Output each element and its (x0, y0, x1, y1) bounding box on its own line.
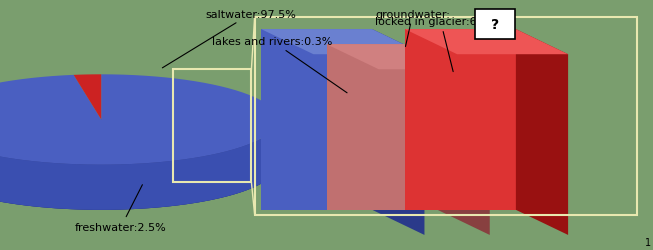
Polygon shape (261, 30, 424, 55)
Polygon shape (0, 75, 278, 165)
Text: ?: ? (491, 18, 499, 32)
Polygon shape (405, 30, 568, 55)
Polygon shape (0, 120, 278, 210)
Polygon shape (438, 45, 490, 235)
Text: locked in glacier:68.9%: locked in glacier:68.9% (375, 17, 505, 72)
Text: saltwater:97.5%: saltwater:97.5% (163, 10, 296, 68)
Polygon shape (326, 45, 490, 70)
Bar (173, 70, 251, 182)
Polygon shape (326, 45, 438, 210)
Text: groundwater:: groundwater: (375, 10, 451, 47)
Bar (255, 18, 637, 215)
Text: freshwater:2.5%: freshwater:2.5% (75, 185, 167, 232)
Polygon shape (261, 30, 372, 210)
Bar (475, 10, 515, 40)
Polygon shape (74, 75, 101, 120)
Text: lakes and rivers:0.3%: lakes and rivers:0.3% (212, 37, 347, 94)
Polygon shape (372, 30, 424, 235)
Polygon shape (0, 120, 278, 210)
Polygon shape (405, 30, 516, 210)
Text: 1: 1 (645, 238, 651, 248)
Polygon shape (0, 119, 278, 210)
Polygon shape (516, 30, 568, 235)
